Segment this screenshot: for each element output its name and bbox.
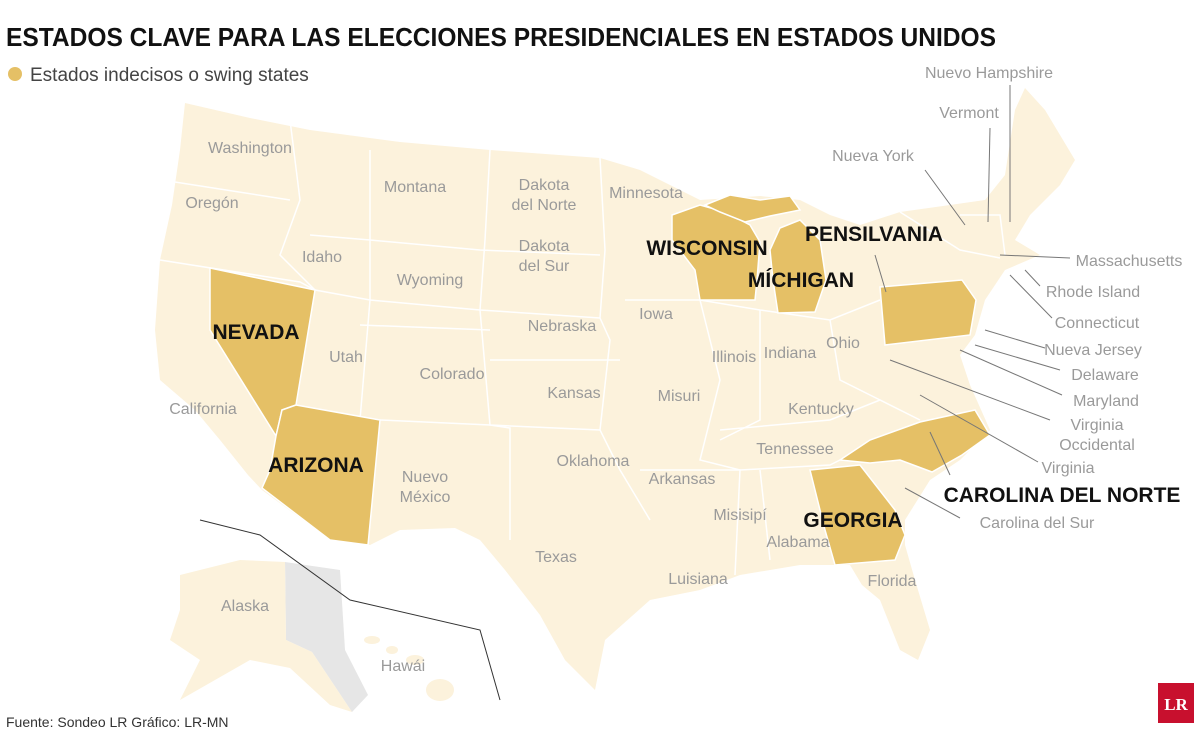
state-label: Alaska [221,598,269,615]
state-label: Hawái [381,658,425,675]
alaska-land [170,560,352,712]
swing-state-label: MÍCHIGAN [748,269,854,292]
state-label: Kentucky [788,401,854,418]
legend-label: Estados indecisos o swing states [30,65,309,86]
state-label: Iowa [639,306,673,323]
state-label: México [400,489,451,506]
canada-area [285,562,368,712]
state-label: Nuevo Hampshire [925,65,1053,82]
state-label: Oregón [185,195,238,212]
source: Fuente: Sondeo LR Gráfico: LR-MN [6,714,229,730]
hawaii-islands [364,636,454,701]
swing-state-label: PENSILVANIA [805,223,943,246]
state-label: Utah [329,349,363,366]
state-label: Tennessee [756,441,833,458]
swing-state-label: CAROLINA DEL NORTE [944,484,1181,507]
state-label: Texas [535,549,577,566]
state-label: Illinois [712,349,756,366]
state-label: Indiana [764,345,817,362]
swing-state-shapes [209,194,991,566]
state-label: del Norte [512,197,577,214]
state-label: Ohio [826,335,860,352]
state-label: Washington [208,140,292,157]
state-label: Colorado [420,366,485,383]
state-label: Montana [384,179,446,196]
state-label: Dakota [519,238,570,255]
state-label: Nueva Jersey [1044,342,1142,359]
state-label: Delaware [1071,367,1139,384]
state-label: Carolina del Sur [980,515,1095,532]
state-label: Connecticut [1055,315,1140,332]
swing-state-label: WISCONSIN [646,237,767,260]
state-label: Maryland [1073,393,1139,410]
state-label: Nueva York [832,148,915,165]
state-label: Misuri [658,388,701,405]
state-label: Idaho [302,249,342,266]
state-label: Kansas [547,385,600,402]
swing-state-label: ARIZONA [268,454,364,477]
state-label: Dakota [519,177,570,194]
legend-swatch [8,67,22,81]
state-label: Virginia [1070,417,1123,434]
state-label: Oklahoma [557,453,630,470]
state-label: Rhode Island [1046,284,1140,301]
state-borders [159,119,1006,576]
state-label: Alabama [766,534,829,551]
title: ESTADOS CLAVE PARA LAS ELECCIONES PRESID… [6,22,996,52]
state-label: Florida [868,573,917,590]
leader-lines [874,85,1071,519]
state-label: del Sur [519,258,570,275]
logo: LR [1164,695,1188,714]
state-label: Wyoming [397,272,464,289]
state-label: Vermont [939,105,999,122]
state-label: Nebraska [528,318,597,335]
state-label: Luisiana [668,571,728,588]
state-label: Occidental [1059,437,1135,454]
swing-state-label: NEVADA [212,321,299,344]
inset-border [199,519,501,701]
state-label: Misisipí [713,507,767,524]
state-label: Massachusetts [1076,253,1183,270]
labels: Washington Oregón California Idaho Montana Wy… [169,65,1182,675]
state-label: Nuevo [402,469,448,486]
swing-state-label: GEORGIA [803,509,902,532]
state-label: Arkansas [649,471,716,488]
state-label: California [169,401,237,418]
state-label: Minnesota [609,185,683,202]
state-label: Virginia [1041,460,1094,477]
logo-box [1158,683,1194,723]
